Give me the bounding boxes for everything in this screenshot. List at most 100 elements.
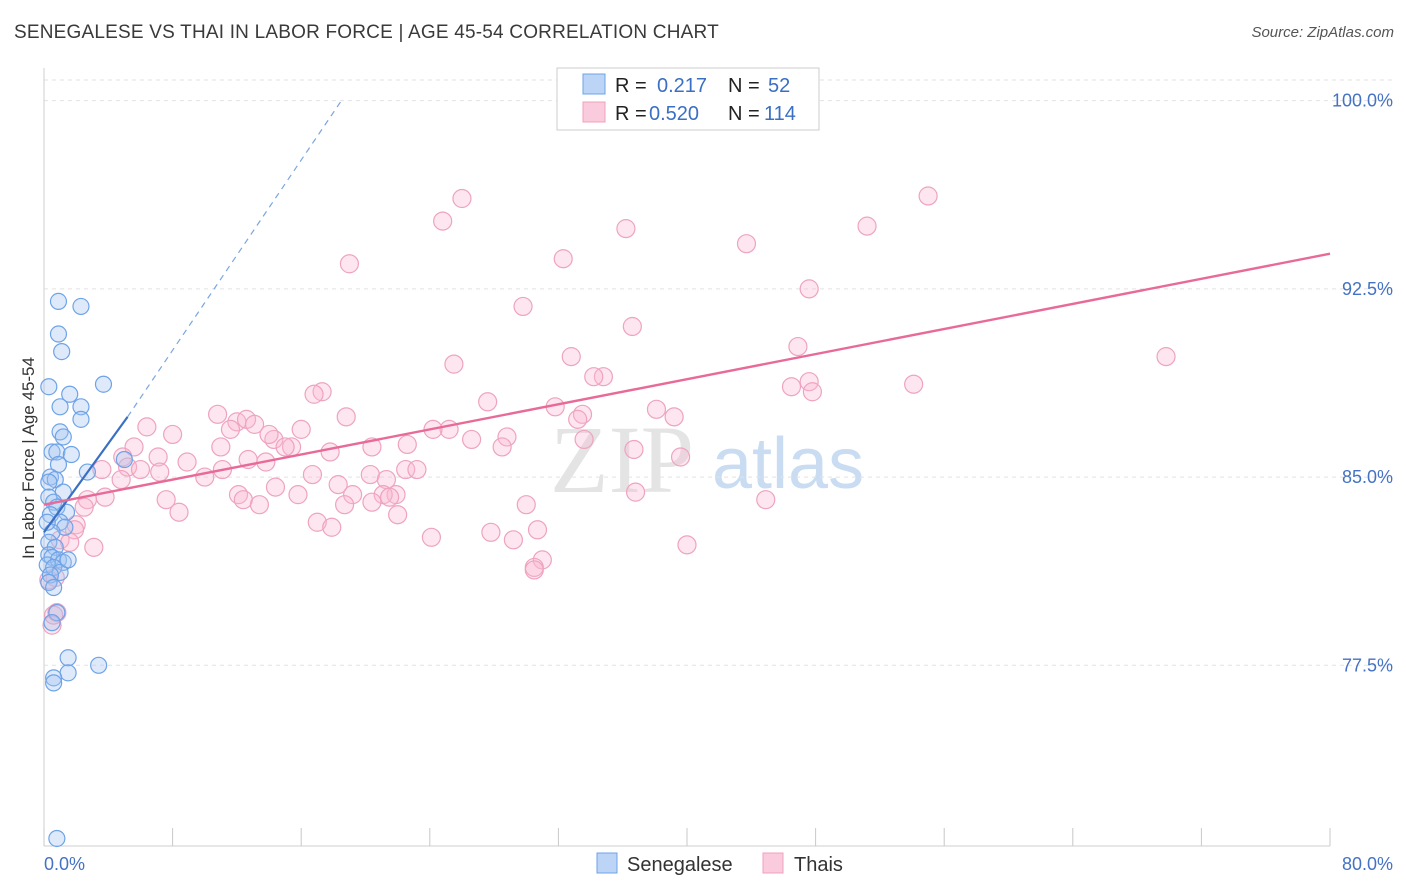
thais-point [616,219,636,239]
thais-point [421,527,442,547]
thais-point [481,522,501,542]
thais-point [584,367,604,387]
senegalese-point [51,398,69,416]
legend-swatch-senegalese [582,73,606,95]
y-axis-title: In Labor Force | Age 45-54 [19,357,38,559]
thais-point [388,505,408,525]
bottom-legend-thais: Thais [794,854,843,876]
thais-point [670,447,691,467]
thais-point [439,419,459,439]
legend-r-label-1: R = [615,75,647,97]
thais-point [195,467,215,487]
thais-point [736,234,757,254]
thais-point [799,279,819,299]
thais-point [156,490,176,510]
thais-point [322,517,342,537]
senegalese-point [48,443,66,461]
thais-point [211,437,231,457]
senegalese-point [48,829,66,848]
senegalese-series [38,292,133,848]
thais-point [362,492,382,512]
thais-point [92,459,112,480]
legend-r-label-2: R = [615,103,647,125]
thais-point [336,407,356,427]
thais-point [177,452,197,472]
x-tick-label: 0.0% [44,854,85,874]
senegalese-point [72,297,90,316]
thais-point [664,407,684,427]
thais-point [343,485,363,505]
thais-trend-line [43,252,1331,506]
thais-point [492,437,512,457]
thais-point [150,462,170,482]
thais-point [677,535,697,555]
thais-point [130,459,151,480]
y-tick-labels: 77.5% 85.0% 92.5% 100.0% [1332,91,1393,676]
thais-point [380,487,400,507]
senegalese-point [94,375,113,393]
legend: R = 0.217 N = 52 R = 0.520 N = 114 [556,67,820,131]
thais-point [857,216,877,236]
thais-point [433,211,453,231]
bottom-legend-swatch-senegalese [596,852,618,874]
thais-point [220,419,241,439]
thais-point [396,459,416,480]
watermark-atlas: atlas [712,424,864,504]
legend-n-label-2: N = [728,103,760,125]
chart-title: SENEGALESE VS THAI IN LABOR FORCE | AGE … [14,22,719,43]
thais-point [74,497,94,517]
thais-point [524,560,544,580]
senegalese-point [56,518,74,536]
thais-point [527,520,548,540]
thais-point [444,354,464,374]
thais-point [307,512,327,532]
thais-point [646,399,667,419]
thais-point [169,502,189,522]
senegalese-point [40,473,58,491]
thais-point [513,296,533,317]
senegalese-point [45,578,63,597]
senegalese-point [45,674,63,692]
thais-point [452,188,472,209]
thais-point [302,464,323,485]
thais-point [593,367,614,387]
senegalese-point [59,551,77,569]
thais-point [625,482,646,502]
y-tick-label: 77.5% [1342,655,1393,675]
senegalese-point [40,573,58,592]
senegalese-trend-extension [127,100,342,418]
legend-r-value-2: 0.520 [649,103,699,125]
bottom-legend-senegalese: Senegalese [627,854,733,876]
senegalese-point [49,292,68,310]
senegalese-point [90,656,108,674]
legend-swatch-thais [582,101,606,123]
thais-point [291,419,311,439]
thais-point [148,447,168,467]
thais-point [781,377,802,397]
thais-point [265,477,286,497]
senegalese-point [51,423,69,441]
trend-lines [43,100,1331,533]
senegalese-point [72,398,90,416]
thais-point [622,316,642,337]
senegalese-point [40,378,58,396]
thais-point [275,437,295,457]
y-tick-label: 85.0% [1342,467,1393,487]
legend-r-value-1: 0.217 [657,75,707,97]
axes [43,68,1331,847]
thais-point [756,490,776,510]
y-tick-label: 92.5% [1342,279,1393,299]
thais-point [516,495,536,515]
senegalese-point [38,513,56,531]
senegalese-point [72,410,90,428]
source-label: Source: ZipAtlas.com [1251,24,1394,41]
thais-point [497,427,517,447]
thais-point [288,485,308,505]
senegalese-point [48,603,66,622]
y-tick-label: 100.0% [1332,91,1393,111]
senegalese-point [51,563,69,582]
senegalese-point [115,450,133,469]
thais-point [568,409,588,429]
thais-point [233,490,253,510]
